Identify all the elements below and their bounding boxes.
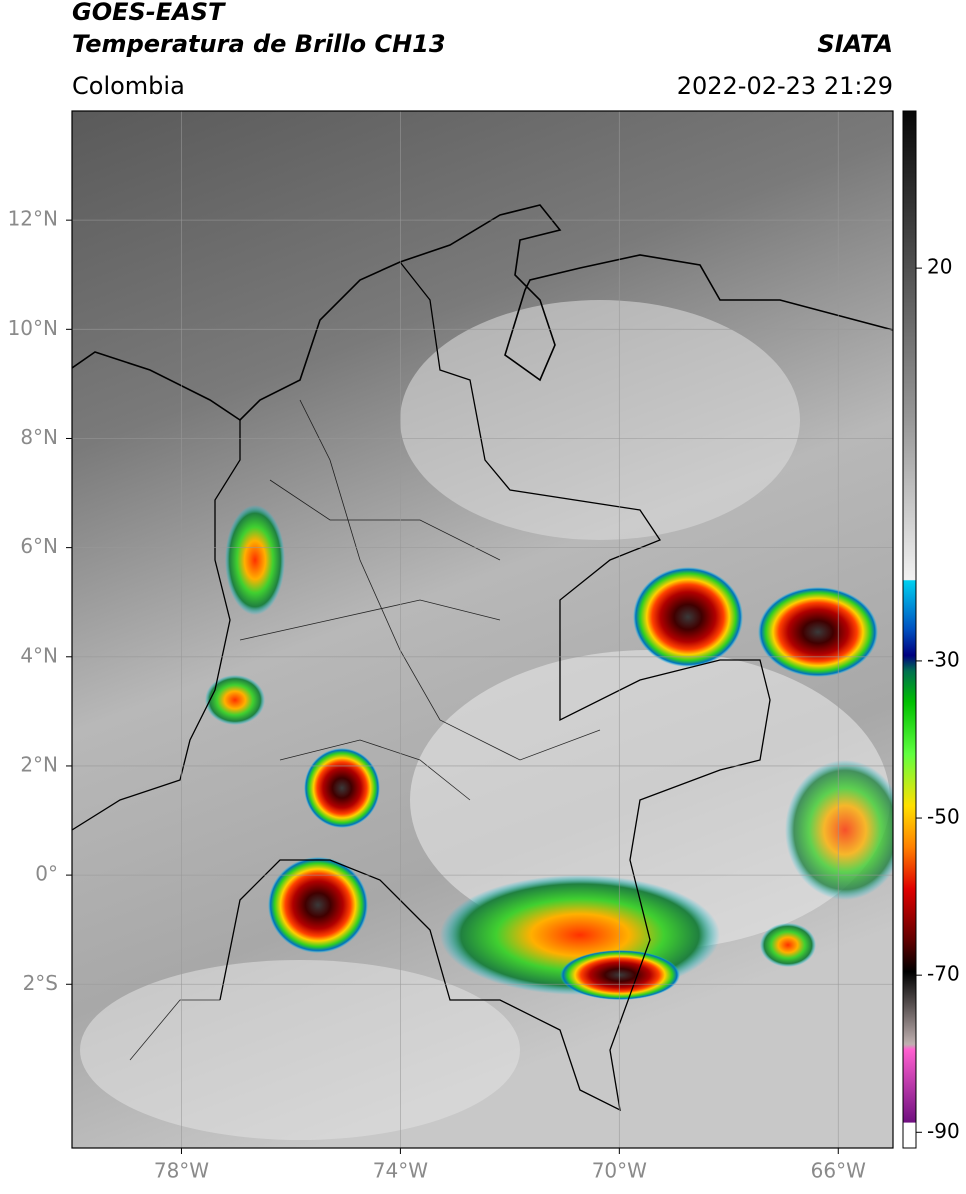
lat-tick-label: 2°S	[23, 971, 58, 995]
cloud	[80, 960, 520, 1140]
lat-tick-label: 8°N	[20, 425, 58, 449]
lon-tick-label: 78°W	[154, 1159, 209, 1183]
lon-tick-label: 70°W	[592, 1159, 647, 1183]
lon-tick-label: 66°W	[811, 1159, 866, 1183]
storm-cell	[633, 567, 743, 667]
borders	[72, 261, 771, 1112]
title: GOES-EAST	[72, 0, 226, 26]
colorbar-tick-label: -30	[927, 647, 960, 671]
storm-cell	[785, 760, 893, 900]
colorbar-tick-label: -70	[927, 962, 960, 986]
storm-cell	[268, 857, 368, 953]
graticule	[72, 111, 893, 1148]
lat-tick-label: 2°N	[20, 752, 58, 776]
region: Colombia	[72, 72, 185, 100]
lon-tick-label: 74°W	[373, 1159, 428, 1183]
storm-cell	[205, 675, 265, 725]
lat-tick-label: 10°N	[8, 316, 58, 340]
colorbar-tick-label: -50	[927, 805, 960, 829]
colorbar	[902, 110, 917, 1149]
colorbar-tick-label: 20	[927, 255, 952, 279]
coastline	[72, 204, 893, 422]
lat-tick-label: 6°N	[20, 534, 58, 558]
lat-tick-label: 0°	[35, 862, 58, 886]
colorbar-tick-label: -90	[927, 1119, 960, 1143]
map-frame	[71, 110, 894, 1149]
map-image	[72, 111, 893, 1148]
source: SIATA	[817, 30, 893, 58]
cloud	[400, 300, 800, 540]
storm-cell	[304, 748, 380, 828]
storm-cell	[560, 950, 680, 1000]
datetime: 2022-02-23 21:29	[677, 72, 893, 100]
storm-cell	[758, 587, 878, 677]
storm-cell	[225, 505, 285, 615]
lat-tick-label: 12°N	[8, 207, 58, 231]
storm-cell	[760, 923, 816, 967]
subtitle: Temperatura de Brillo CH13	[72, 30, 446, 58]
lat-tick-label: 4°N	[20, 643, 58, 667]
